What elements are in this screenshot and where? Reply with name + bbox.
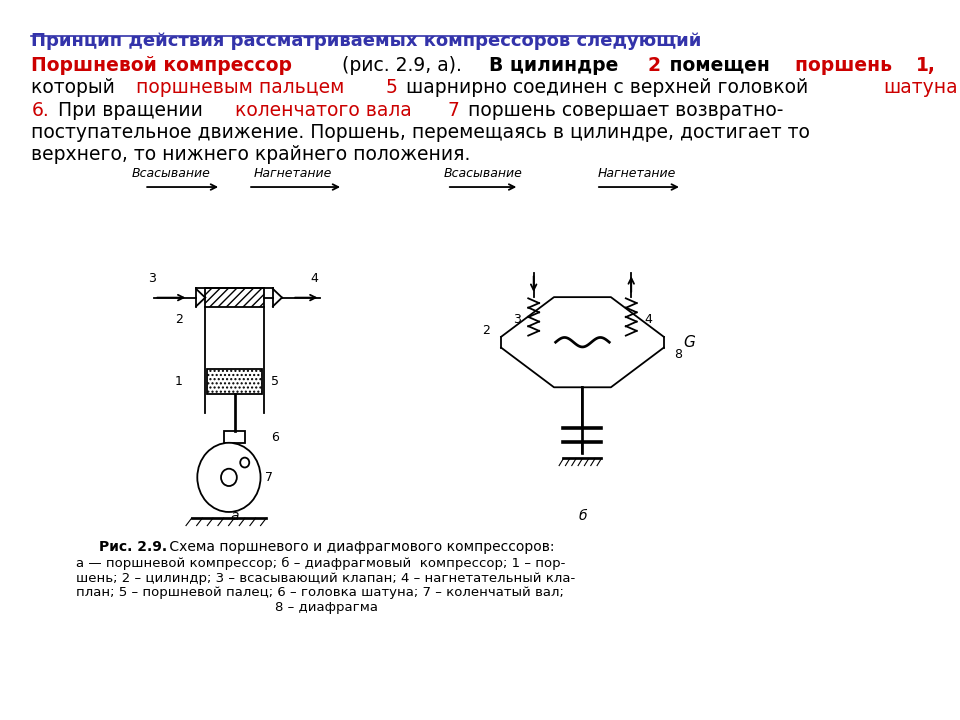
Text: 2: 2	[483, 324, 491, 337]
Text: шатуна: шатуна	[883, 78, 957, 97]
Text: Нагнетание: Нагнетание	[254, 167, 332, 180]
Text: В цилиндре: В цилиндре	[490, 55, 625, 75]
Text: 2: 2	[175, 313, 182, 326]
Text: поступательное движение. Поршень, перемещаясь в цилиндре, достигает то: поступательное движение. Поршень, переме…	[32, 123, 810, 142]
Text: поршень совершает возвратно-: поршень совершает возвратно-	[462, 101, 783, 120]
Text: Рис. 2.9.: Рис. 2.9.	[99, 540, 167, 554]
Text: 1,: 1,	[916, 55, 936, 75]
Text: помещен: помещен	[663, 55, 777, 75]
Text: 2: 2	[648, 55, 660, 75]
Text: который: который	[32, 78, 121, 97]
Text: 5: 5	[271, 375, 278, 388]
Circle shape	[221, 469, 237, 486]
Text: 7: 7	[448, 101, 460, 120]
Text: Всасывание: Всасывание	[132, 167, 211, 180]
Text: поршень: поршень	[795, 55, 899, 75]
Text: Схема поршневого и диафрагмового компрессоров:: Схема поршневого и диафрагмового компрес…	[165, 540, 555, 554]
Text: верхнего, то нижнего крайнего положения.: верхнего, то нижнего крайнего положения.	[32, 145, 470, 163]
Text: 6.: 6.	[32, 101, 49, 120]
Text: план; 5 – поршневой палец; 6 – головка шатуна; 7 – коленчатый вал;: план; 5 – поршневой палец; 6 – головка ш…	[77, 586, 564, 599]
Circle shape	[198, 443, 260, 512]
Text: Всасывание: Всасывание	[444, 167, 522, 180]
Text: шарнирно соединен с верхней головкой: шарнирно соединен с верхней головкой	[399, 78, 814, 97]
Text: поршневым пальцем: поршневым пальцем	[136, 78, 350, 97]
Bar	[225, 431, 245, 444]
Text: Поршневой компрессор: Поршневой компрессор	[32, 55, 292, 75]
Text: 7: 7	[265, 471, 273, 484]
Text: 3: 3	[513, 313, 520, 326]
Text: 4: 4	[311, 272, 319, 285]
Text: G: G	[684, 335, 695, 350]
Text: (рис. 2.9, а).: (рис. 2.9, а).	[336, 55, 468, 75]
Text: а — поршневой компрессор; б – диафрагмовый  компрессор; 1 – пор-: а — поршневой компрессор; б – диафрагмов…	[77, 557, 565, 570]
Text: Принцип действия рассматриваемых компрессоров следующий: Принцип действия рассматриваемых компрес…	[32, 32, 702, 50]
Circle shape	[240, 458, 250, 467]
Text: 5: 5	[386, 78, 397, 97]
Text: 8 – диафрагма: 8 – диафрагма	[276, 601, 378, 614]
Bar	[205, 288, 264, 307]
Text: шень; 2 – цилиндр; 3 – всасывающий клапан; 4 – нагнетательный кла-: шень; 2 – цилиндр; 3 – всасывающий клапа…	[77, 572, 576, 585]
Text: 8: 8	[675, 348, 683, 361]
Text: а: а	[230, 509, 239, 523]
Text: коленчатого вала: коленчатого вала	[235, 101, 418, 120]
Text: б: б	[578, 509, 587, 523]
Text: 4: 4	[644, 313, 652, 326]
Text: При вращении: При вращении	[52, 101, 209, 120]
Text: 6: 6	[271, 431, 278, 444]
Text: 3: 3	[148, 272, 156, 285]
Text: 1: 1	[175, 375, 182, 388]
Bar	[207, 369, 262, 394]
Text: Нагнетание: Нагнетание	[597, 167, 676, 180]
